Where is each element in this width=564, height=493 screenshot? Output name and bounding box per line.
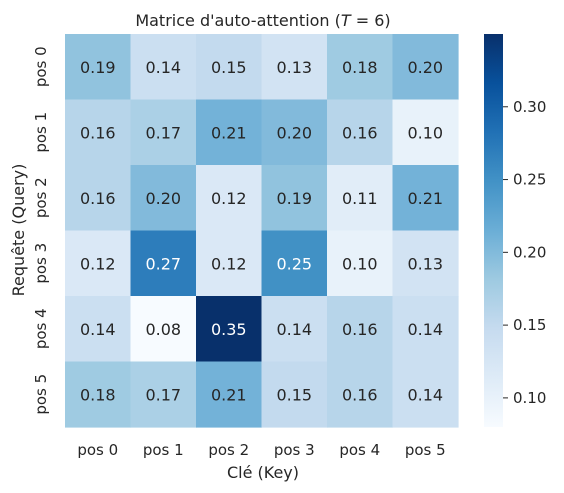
x-tick-label: pos 2	[208, 441, 249, 459]
colorbar-ticks: 0.10 0.15 0.20 0.25 0.30	[503, 98, 546, 407]
heatmap-cell	[196, 296, 263, 363]
heatmap-cell-value-label: 0.27	[145, 254, 181, 273]
heatmap-cell-value-label: 0.35	[211, 320, 247, 339]
heatmap-cell-value-label: 0.18	[342, 58, 378, 77]
heatmap-cell	[196, 99, 263, 166]
heatmap-cell-value-label: 0.14	[407, 320, 443, 339]
heatmap-cell-value-label: 0.12	[80, 254, 116, 273]
heatmap-cell-value-label: 0.25	[276, 254, 312, 273]
heatmap-cell-value-label: 0.14	[145, 58, 181, 77]
heatmap-cell	[261, 165, 328, 232]
heatmap-cell	[261, 34, 328, 101]
heatmap-cell	[65, 165, 132, 232]
y-tick-label: pos 2	[32, 177, 50, 218]
heatmap-cell	[327, 34, 394, 101]
colorbar-tick-label: 0.15	[513, 316, 546, 334]
heatmap-cell-value-label: 0.16	[342, 123, 378, 142]
heatmap-cell	[327, 361, 394, 428]
heatmap-cell-value-label: 0.19	[276, 189, 312, 208]
x-tick-label: pos 5	[405, 441, 446, 459]
heatmap-cell-value-label: 0.19	[80, 58, 116, 77]
heatmap-cell-value-label: 0.10	[407, 123, 443, 142]
heatmap-cell	[65, 34, 132, 101]
heatmap-cell	[65, 99, 132, 166]
heatmap-cell-value-label: 0.21	[407, 189, 443, 208]
heatmap-cell	[261, 99, 328, 166]
y-tick-label: pos 0	[32, 46, 50, 87]
x-tick-label: pos 4	[339, 441, 380, 459]
heatmap-cell	[261, 230, 328, 297]
y-tick-label: pos 4	[32, 308, 50, 349]
x-tick-label: pos 1	[143, 441, 184, 459]
heatmap-cell	[196, 34, 263, 101]
y-tick-label: pos 3	[32, 243, 50, 284]
heatmap-cell	[392, 361, 459, 428]
heatmap-cell-value-label: 0.20	[407, 58, 443, 77]
heatmap-cell	[261, 361, 328, 428]
heatmap-cell-value-label: 0.21	[211, 123, 247, 142]
heatmap-cell-value-label: 0.10	[342, 254, 378, 273]
heatmap-cell	[130, 99, 197, 166]
heatmap-cell-value-label: 0.14	[407, 385, 443, 404]
heatmap-cell	[130, 361, 197, 428]
heatmap-cell	[130, 34, 197, 101]
heatmap-cell-value-label: 0.12	[211, 254, 247, 273]
heatmap-cell	[392, 34, 459, 101]
heatmap-cell-value-label: 0.13	[276, 58, 312, 77]
heatmap-cell	[196, 230, 263, 297]
x-tick-label: pos 0	[77, 441, 118, 459]
x-axis-label: Clé (Key)	[227, 463, 299, 482]
heatmap-cell	[392, 99, 459, 166]
heatmap-cell-value-label: 0.21	[211, 385, 247, 404]
colorbar-tick-label: 0.20	[513, 243, 546, 261]
heatmap-cell-value-label: 0.16	[80, 123, 116, 142]
heatmap-cell-value-label: 0.20	[145, 189, 181, 208]
heatmap-cell	[327, 165, 394, 232]
heatmap-cell-value-label: 0.14	[276, 320, 312, 339]
heatmap-cell-value-label: 0.18	[80, 385, 116, 404]
heatmap-cell-value-label: 0.11	[342, 189, 378, 208]
heatmap-cell-value-label: 0.20	[276, 123, 312, 142]
heatmap-cell	[130, 296, 197, 363]
heatmap-cell	[327, 296, 394, 363]
heatmap-cell	[327, 99, 394, 166]
heatmap-cell	[65, 296, 132, 363]
heatmap-cell-value-label: 0.17	[145, 385, 181, 404]
x-tick-label: pos 3	[274, 441, 315, 459]
y-tick-label: pos 1	[32, 112, 50, 153]
colorbar-gradient	[484, 34, 503, 427]
heatmap-cells: 0.19 0.14 0.15 0.13 0.18 0.20 0.16 0.17 0.21 0.20…	[65, 34, 459, 428]
chart-title: Matrice d'auto-attention (T = 6)	[135, 11, 390, 30]
heatmap-cell-value-label: 0.17	[145, 123, 181, 142]
heatmap-cell-value-label: 0.16	[80, 189, 116, 208]
heatmap-cell	[327, 230, 394, 297]
heatmap-cell	[392, 296, 459, 363]
colorbar-tick-label: 0.25	[513, 171, 546, 189]
y-axis-label: Requête (Query)	[9, 164, 28, 297]
heatmap-cell	[65, 361, 132, 428]
heatmap-cell-value-label: 0.16	[342, 385, 378, 404]
heatmap-cell	[392, 165, 459, 232]
heatmap-cell-value-label: 0.14	[80, 320, 116, 339]
heatmap-cell	[130, 230, 197, 297]
colorbar: 0.10 0.15 0.20 0.25 0.30	[484, 34, 546, 427]
colorbar-tick-label: 0.10	[513, 389, 546, 407]
x-tick-labels: pos 0 pos 1 pos 2 pos 3 pos 4 pos 5	[77, 441, 445, 459]
y-tick-labels: pos 0 pos 1 pos 2 pos 3 pos 4 pos 5	[32, 46, 50, 414]
heatmap-cell-value-label: 0.08	[145, 320, 181, 339]
heatmap-cell	[196, 165, 263, 232]
colorbar-tick-label: 0.30	[513, 98, 546, 116]
heatmap-cell	[392, 230, 459, 297]
heatmap-cell	[65, 230, 132, 297]
heatmap-cell-value-label: 0.12	[211, 189, 247, 208]
heatmap-cell	[130, 165, 197, 232]
y-tick-label: pos 5	[32, 374, 50, 415]
heatmap-cell	[261, 296, 328, 363]
heatmap-cell-value-label: 0.13	[407, 254, 443, 273]
heatmap-cell-value-label: 0.16	[342, 320, 378, 339]
heatmap-cell	[196, 361, 263, 428]
heatmap-cell-value-label: 0.15	[276, 385, 312, 404]
heatmap-cell-value-label: 0.15	[211, 58, 247, 77]
